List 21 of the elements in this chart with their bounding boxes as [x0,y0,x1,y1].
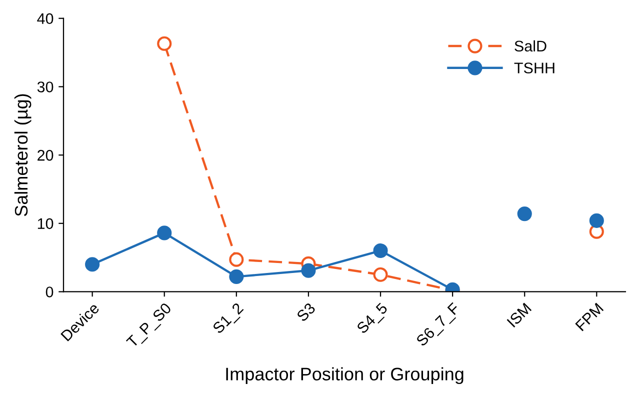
point [373,267,388,282]
y-tick-label: 20 [38,150,54,161]
point [157,226,172,240]
x-tick-label: ISM [506,302,532,328]
y-tick-label: 40 [37,13,54,24]
point [229,252,244,267]
legend-label: TSHH [514,62,554,74]
point [157,36,172,51]
point [517,206,532,222]
legend-label: SalD [514,40,546,52]
y-tick-label: 0 [46,286,54,298]
point [373,243,388,258]
y-tick-label: 10 [38,218,54,230]
y-tick-label: 30 [37,82,54,92]
x-tick-label: S3 [296,302,316,322]
point [85,257,100,272]
y-axis-title: Salmeterol (µg) [14,94,32,216]
point [229,269,244,284]
point [589,213,604,228]
point [301,263,316,278]
x-axis-title: Impactor Position or Grouping [226,367,464,384]
